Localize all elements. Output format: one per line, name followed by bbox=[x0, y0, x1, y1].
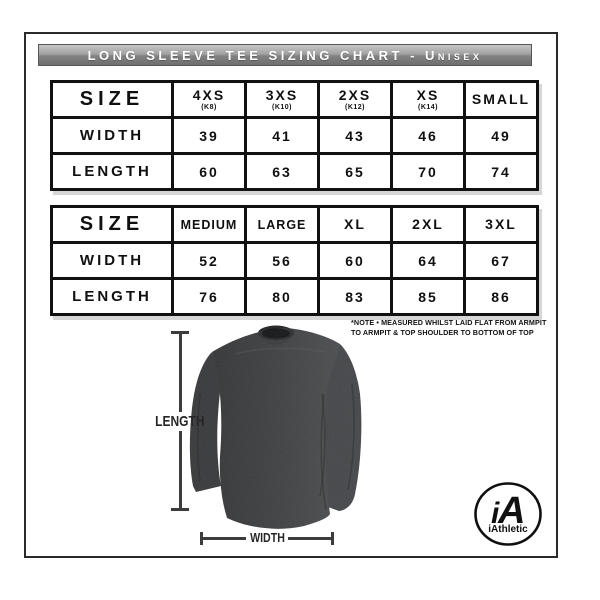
col-header-large: LARGE bbox=[244, 205, 320, 244]
cell-value: 67 bbox=[463, 241, 539, 280]
table-row: WIDTH 39 41 43 46 49 bbox=[50, 116, 539, 155]
cell-value: 39 bbox=[171, 116, 247, 155]
shirt-image bbox=[176, 324, 424, 542]
page-title: LONG SLEEVE TEE SIZING CHART - Unisex bbox=[38, 44, 532, 66]
length-measurement: LENGTH bbox=[150, 331, 210, 511]
cell-value: 83 bbox=[317, 277, 393, 316]
table-row: LENGTH 76 80 83 85 86 bbox=[50, 277, 539, 316]
logo-monogram-i: i bbox=[491, 497, 500, 530]
cell-value: 63 bbox=[244, 152, 320, 191]
cell-value: 60 bbox=[317, 241, 393, 280]
row-label-length: LENGTH bbox=[50, 277, 174, 316]
brand-logo-mark: i A iAthletic bbox=[474, 482, 542, 546]
measure-cap-top bbox=[171, 331, 189, 334]
cell-value: 41 bbox=[244, 116, 320, 155]
size-chart-bottom: SIZE MEDIUM LARGE XL 2XL 3XL WIDTH 52 56… bbox=[50, 205, 539, 316]
logo-wordmark: iAthletic bbox=[488, 524, 528, 535]
col-header-small: SMALL bbox=[463, 80, 539, 119]
cell-value: 65 bbox=[317, 152, 393, 191]
cell-value: 64 bbox=[390, 241, 466, 280]
measure-line-vertical bbox=[178, 334, 182, 412]
cell-value: 60 bbox=[171, 152, 247, 191]
measure-line-horizontal bbox=[203, 536, 246, 540]
measure-cap-right bbox=[331, 531, 334, 545]
page-title-text: LONG SLEEVE TEE SIZING CHART - Unisex bbox=[87, 47, 483, 63]
row-label-length: LENGTH bbox=[50, 152, 174, 191]
col-header-4xs: 4XS (K8) bbox=[171, 80, 247, 119]
note-line-1: *NOTE • MEASURED WHILST LAID FLAT FROM A… bbox=[351, 318, 547, 327]
table-row: WIDTH 52 56 60 64 67 bbox=[50, 241, 539, 280]
brand-logo: i A iAthletic bbox=[472, 482, 544, 550]
row-label-width: WIDTH bbox=[50, 116, 174, 155]
cell-value: 56 bbox=[244, 241, 320, 280]
measure-line-vertical bbox=[178, 430, 182, 508]
table-row: SIZE 4XS (K8) 3XS (K10) 2XS (K12) XS (K1… bbox=[50, 80, 539, 119]
col-header-2xl: 2XL bbox=[390, 205, 466, 244]
cell-value: 86 bbox=[463, 277, 539, 316]
measurement-note: *NOTE • MEASURED WHILST LAID FLAT FROM A… bbox=[351, 318, 551, 339]
col-header-xl: XL bbox=[317, 205, 393, 244]
length-label: LENGTH bbox=[155, 412, 205, 430]
cell-value: 74 bbox=[463, 152, 539, 191]
measure-cap-bottom bbox=[171, 508, 189, 511]
cell-value: 46 bbox=[390, 116, 466, 155]
long-sleeve-tee-illustration bbox=[189, 325, 362, 529]
col-header-2xs: 2XS (K12) bbox=[317, 80, 393, 119]
cell-value: 52 bbox=[171, 241, 247, 280]
cell-value: 49 bbox=[463, 116, 539, 155]
col-header-3xs: 3XS (K10) bbox=[244, 80, 320, 119]
width-label: WIDTH bbox=[249, 531, 285, 545]
measure-line-horizontal bbox=[288, 536, 331, 540]
cell-value: 43 bbox=[317, 116, 393, 155]
table-row: SIZE MEDIUM LARGE XL 2XL 3XL bbox=[50, 205, 539, 244]
col-header-medium: MEDIUM bbox=[171, 205, 247, 244]
cell-value: 70 bbox=[390, 152, 466, 191]
col-header-size: SIZE bbox=[50, 205, 174, 244]
row-label-width: WIDTH bbox=[50, 241, 174, 280]
width-measurement: WIDTH bbox=[200, 530, 334, 546]
measure-cap-left bbox=[200, 531, 203, 545]
cell-value: 80 bbox=[244, 277, 320, 316]
logo-monogram-a: A bbox=[497, 490, 525, 532]
cell-value: 76 bbox=[171, 277, 247, 316]
col-header-3xl: 3XL bbox=[463, 205, 539, 244]
cell-value: 85 bbox=[390, 277, 466, 316]
col-header-xs: XS (K14) bbox=[390, 80, 466, 119]
col-header-size: SIZE bbox=[50, 80, 174, 119]
note-line-2: TO ARMPIT & TOP SHOULDER TO BOTTOM OF TO… bbox=[351, 328, 534, 338]
table-row: LENGTH 60 63 65 70 74 bbox=[50, 152, 539, 191]
size-chart-top: SIZE 4XS (K8) 3XS (K10) 2XS (K12) XS (K1… bbox=[50, 80, 539, 191]
